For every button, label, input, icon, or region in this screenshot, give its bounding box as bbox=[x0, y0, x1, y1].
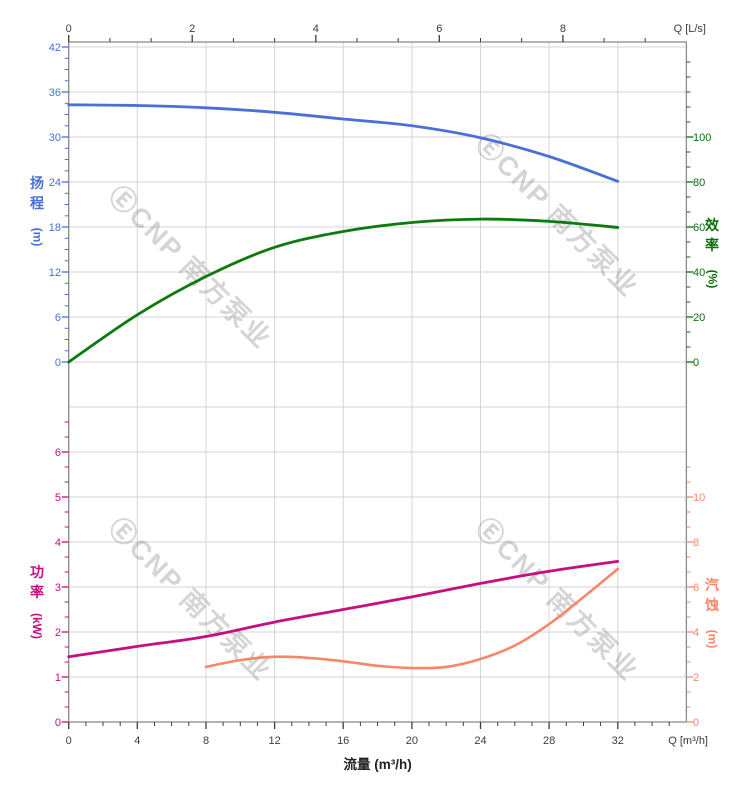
head-curve bbox=[67, 103, 620, 183]
efficiency-axis-unit-box: (%) bbox=[700, 261, 724, 297]
power-curve bbox=[67, 560, 620, 659]
power-axis-unit-box: (kW) bbox=[25, 608, 49, 644]
power-axis-title: 功率 (kW) bbox=[25, 563, 49, 644]
x-top-tick-label: 2 bbox=[189, 23, 195, 35]
power-axis: 0 1 2 3 4 5 6 bbox=[55, 421, 69, 729]
npsh-tick-label: 4 bbox=[693, 627, 699, 639]
x-tick-label: 32 bbox=[612, 735, 624, 747]
x-tick-label: 24 bbox=[474, 735, 486, 747]
x-axis-title: 流量 (m³/h) bbox=[343, 756, 411, 772]
npsh-axis-title: 汽蚀 (m) bbox=[700, 576, 724, 657]
head-axis-unit-box: (m) bbox=[25, 219, 49, 255]
efficiency-tick-label: 60 bbox=[693, 222, 705, 234]
head-axis: 0 6 12 18 24 30 36 42 bbox=[49, 42, 69, 369]
x-top-tick-label: 4 bbox=[313, 23, 319, 35]
power-axis-name: 功率 bbox=[30, 564, 44, 600]
head-tick-label: 42 bbox=[49, 42, 61, 54]
head-tick-label: 30 bbox=[49, 132, 61, 144]
power-tick-label: 0 bbox=[55, 717, 61, 729]
efficiency-axis: 0 20 40 60 80 100 bbox=[686, 61, 711, 369]
head-tick-label: 12 bbox=[49, 267, 61, 279]
efficiency-tick-label: 80 bbox=[693, 177, 705, 189]
x-tick-label: 4 bbox=[134, 735, 140, 747]
power-tick-label: 2 bbox=[55, 627, 61, 639]
head-axis-title: 扬程 (m) bbox=[25, 174, 49, 255]
x-tick-label: 28 bbox=[543, 735, 555, 747]
head-axis-name: 扬程 bbox=[30, 175, 44, 211]
efficiency-tick-label: 40 bbox=[693, 267, 705, 279]
x-top-tick-label: 0 bbox=[66, 23, 72, 35]
x-bottom-axis: 0 4 8 12 16 20 24 28 32 Q [m³/h] 流量 (m³/h) bbox=[66, 722, 708, 772]
power-tick-label: 5 bbox=[55, 492, 61, 504]
npsh-tick-label: 8 bbox=[693, 537, 699, 549]
efficiency-axis-name: 效率 bbox=[705, 217, 719, 253]
npsh-axis: 0 2 4 6 8 10 bbox=[686, 466, 705, 729]
x-top-tick-label: 6 bbox=[436, 23, 442, 35]
power-tick-label: 1 bbox=[55, 672, 61, 684]
efficiency-tick-label: 100 bbox=[693, 132, 711, 144]
head-tick-label: 0 bbox=[55, 357, 61, 369]
npsh-axis-unit-box: (m) bbox=[700, 621, 724, 657]
power-axis-unit: (kW) bbox=[30, 613, 44, 640]
power-tick-label: 6 bbox=[55, 447, 61, 459]
x-tick-label: 8 bbox=[203, 735, 209, 747]
x-tick-label: 16 bbox=[337, 735, 349, 747]
npsh-curve bbox=[204, 567, 620, 670]
x-bottom-corner-label: Q [m³/h] bbox=[668, 735, 708, 747]
head-axis-unit: (m) bbox=[29, 227, 44, 247]
x-tick-label: 12 bbox=[268, 735, 280, 747]
npsh-axis-name: 汽蚀 bbox=[705, 577, 719, 613]
npsh-axis-unit: (m) bbox=[704, 629, 719, 649]
x-top-corner-label: Q [L/s] bbox=[674, 23, 706, 35]
x-top-tick-label: 8 bbox=[560, 23, 566, 35]
npsh-tick-label: 6 bbox=[693, 582, 699, 594]
npsh-tick-label: 0 bbox=[693, 717, 699, 729]
power-tick-label: 4 bbox=[55, 537, 61, 549]
efficiency-curve bbox=[67, 217, 620, 364]
power-tick-label: 3 bbox=[55, 582, 61, 594]
efficiency-tick-label: 20 bbox=[693, 312, 705, 324]
head-tick-label: 36 bbox=[49, 87, 61, 99]
efficiency-axis-unit: (%) bbox=[704, 269, 719, 289]
x-tick-label: 20 bbox=[406, 735, 418, 747]
x-top-axis: 0 2 4 6 8 Q [L/s] bbox=[66, 23, 706, 42]
head-tick-label: 6 bbox=[55, 312, 61, 324]
npsh-tick-label: 2 bbox=[693, 672, 699, 684]
x-tick-label: 0 bbox=[66, 735, 72, 747]
head-tick-label: 24 bbox=[49, 177, 61, 189]
efficiency-tick-label: 0 bbox=[693, 357, 699, 369]
efficiency-axis-title: 效率 (%) bbox=[700, 216, 724, 297]
head-tick-label: 18 bbox=[49, 222, 61, 234]
npsh-tick-label: 10 bbox=[693, 492, 705, 504]
